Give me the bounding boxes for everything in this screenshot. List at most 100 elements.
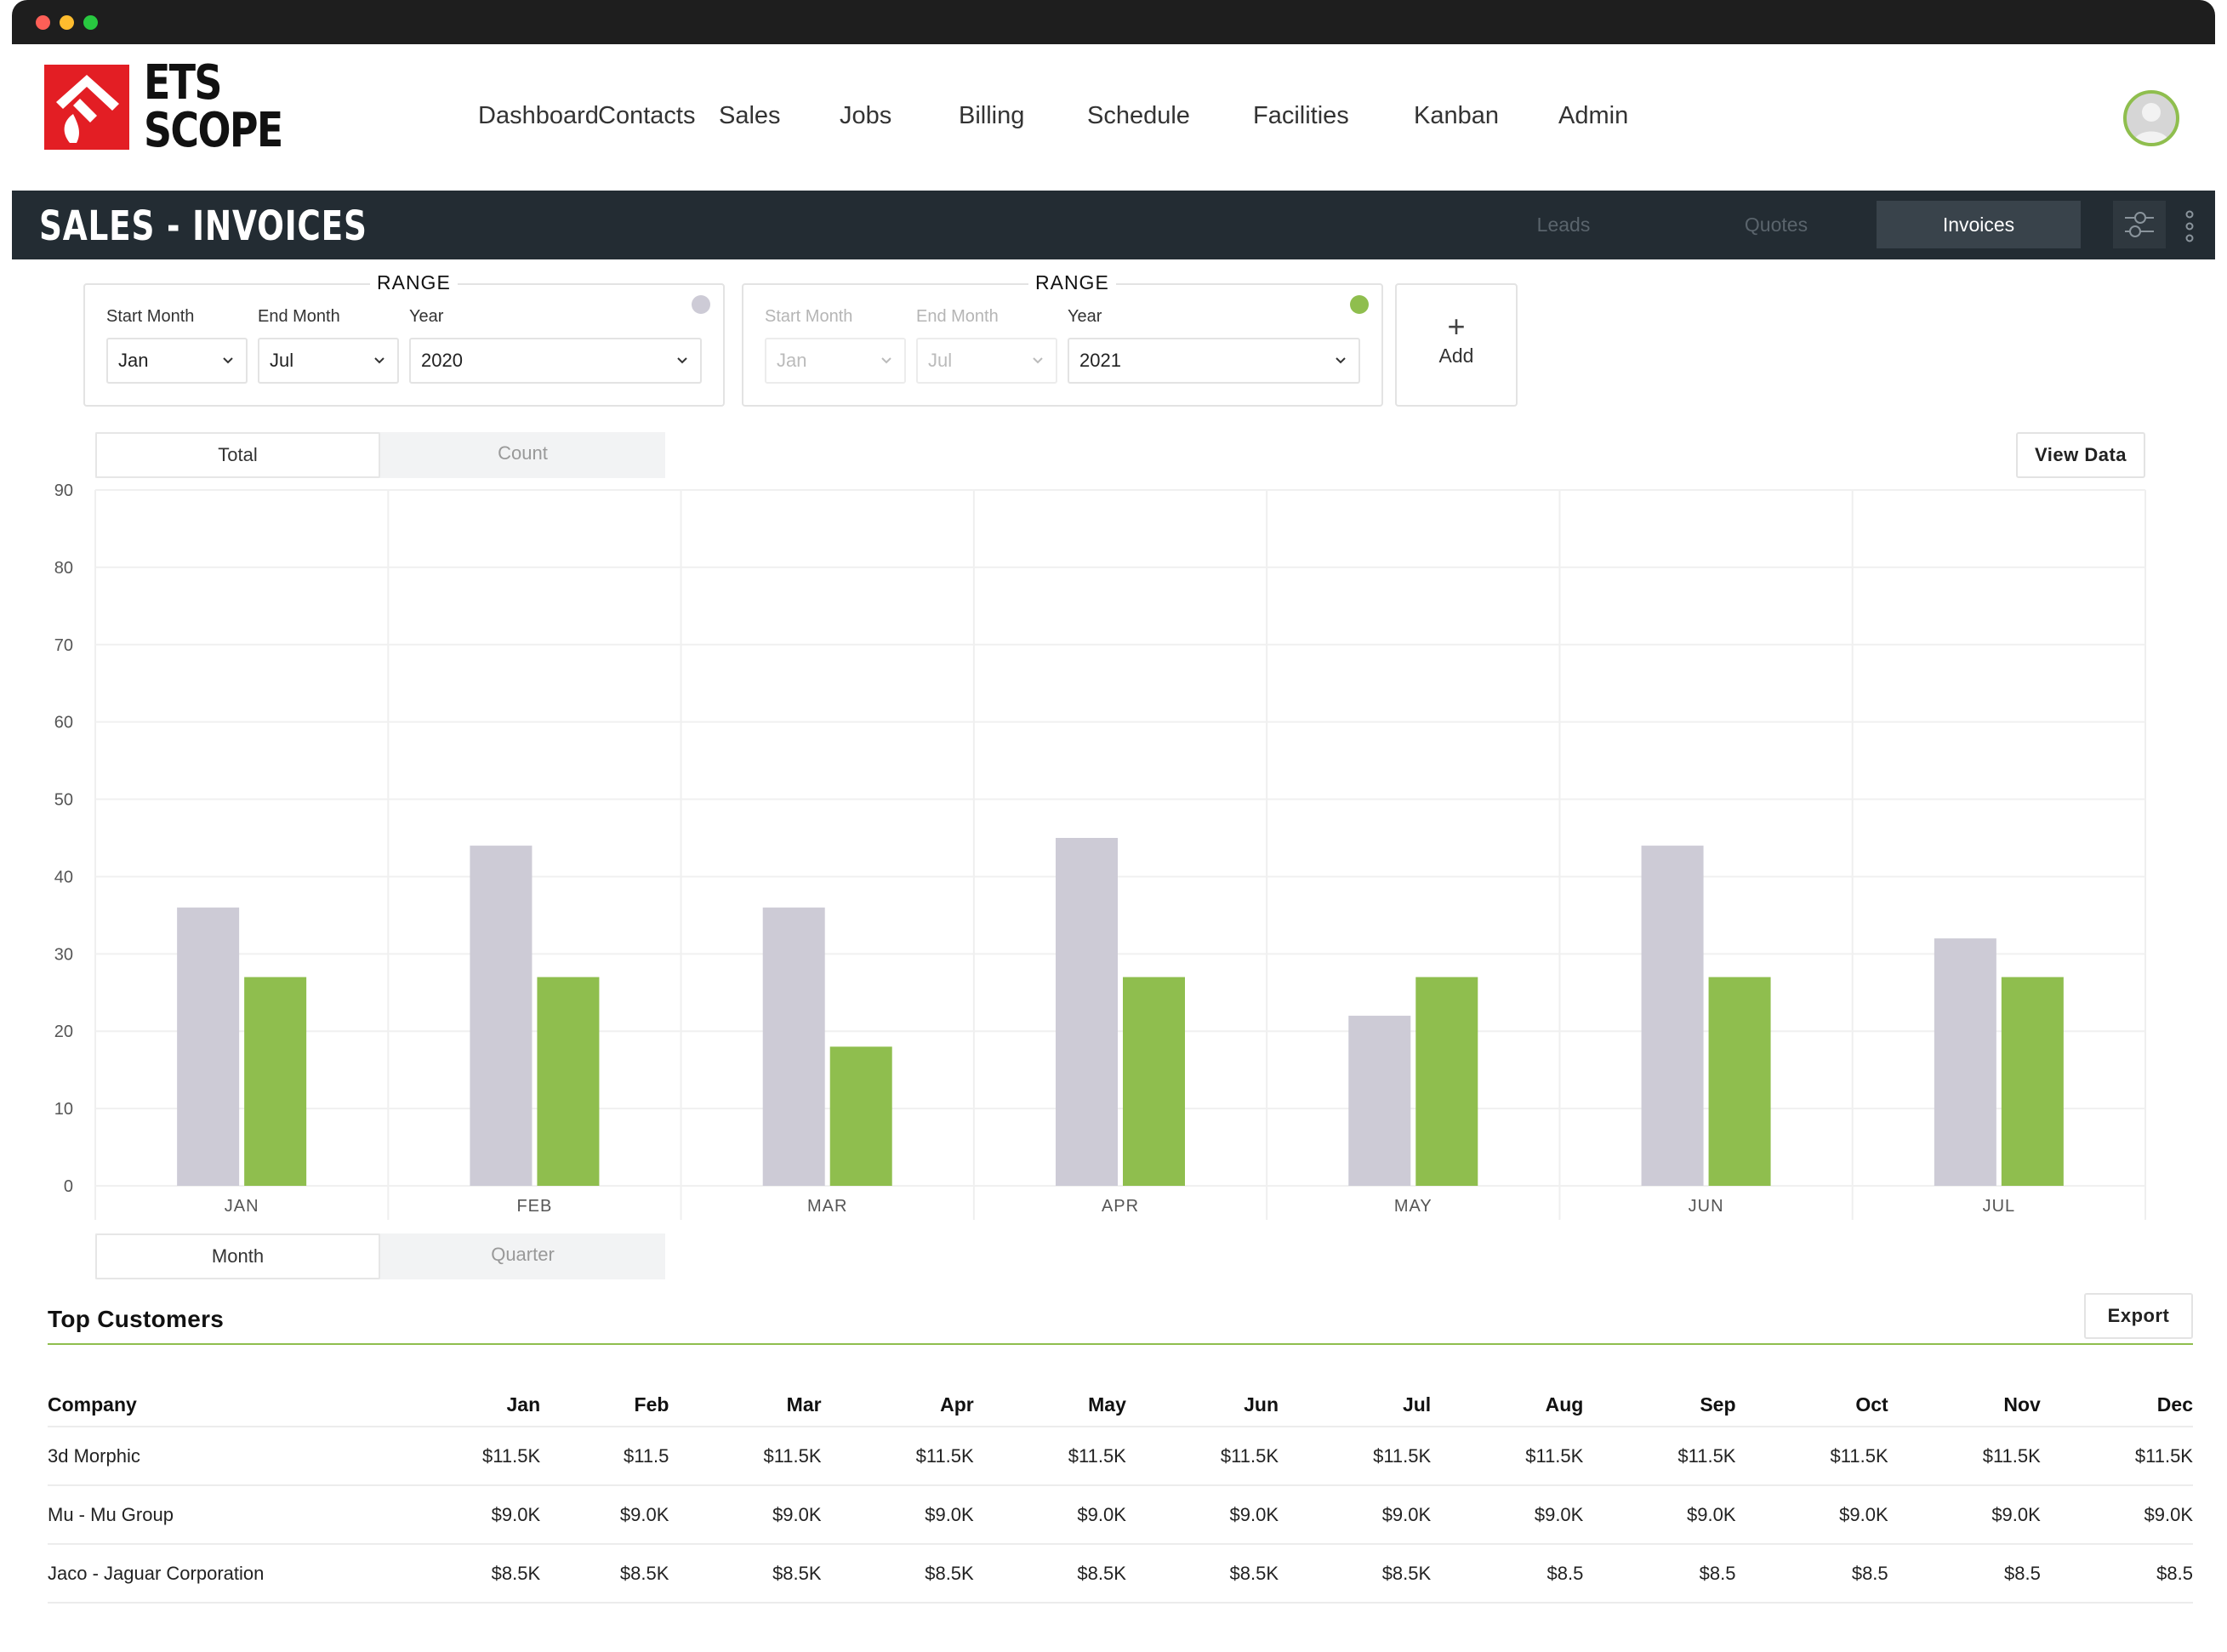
top-customers-table: Company Jan Feb Mar Apr May Jun Jul Aug Sep Oct Nov… [48,1374,2193,1604]
nav-item-facilities[interactable]: Facilities [1253,102,1349,129]
month-value-cell: $11.5K [669,1427,822,1486]
month-value-cell: $8.5K [1125,1544,1279,1604]
period-toggle: Month Quarter [95,1233,665,1279]
start-month-value: Jan [777,350,807,371]
nav-item-admin[interactable]: Admin [1558,102,1629,129]
tab-leads[interactable]: Leads [1536,214,1591,236]
nav-item-dashboard[interactable]: Dashboard [478,102,599,129]
ets-logo-icon[interactable] [44,65,129,150]
range-filter-2020: RANGE Start Month End Month Year Jan Jul… [83,271,725,407]
month-value-cell: $9.0K [1583,1485,1736,1545]
end-month-value: Jul [270,350,294,371]
month-value-cell: $11.5K [1125,1427,1279,1486]
tab-invoices[interactable]: Invoices [1877,201,2081,248]
nav-item-billing[interactable]: Billing [959,102,1025,129]
nav-item-schedule[interactable]: Schedule [1087,102,1190,129]
month-value-cell: $9.0K [2040,1485,2193,1545]
month-value-cell: $8.5 [1888,1544,2041,1604]
tab-quotes[interactable]: Quotes [1744,214,1808,236]
column-header-nov: Nov [1888,1374,2041,1427]
y-tick-label: 70 [54,636,73,655]
start-month-label: Start Month [765,307,853,326]
y-tick-label: 80 [54,559,73,578]
start-month-select[interactable]: Jan [106,338,248,384]
year-select[interactable]: 2021 [1068,338,1360,384]
month-value-cell: $9.0K [1735,1485,1888,1545]
column-header-apr: Apr [821,1374,974,1427]
x-tick-label: JAN [225,1197,259,1216]
end-month-label: End Month [258,307,340,326]
add-range-label: Add [1438,345,1474,367]
view-data-button[interactable]: View Data [2016,432,2145,478]
column-header-oct: Oct [1735,1374,1888,1427]
month-value-cell: $8.5 [1583,1544,1736,1604]
start-month-select[interactable]: Jan [765,338,906,384]
filter-settings-button[interactable] [2113,201,2166,248]
month-value-cell: $11.5K [1279,1427,1432,1486]
nav-item-sales[interactable]: Sales [719,102,781,129]
month-value-cell: $9.0K [1888,1485,2041,1545]
column-header-jun: Jun [1125,1374,1279,1427]
bar-series-2021 [2001,977,2064,1186]
main-nav: Dashboard Contacts Sales Jobs Billing Sc… [478,102,1628,130]
y-tick-label: 20 [54,1023,73,1041]
column-header-sep: Sep [1583,1374,1736,1427]
toggle-month[interactable]: Month [95,1233,380,1279]
column-header-jul: Jul [1279,1374,1432,1427]
end-month-select[interactable]: Jul [916,338,1057,384]
add-range-button[interactable]: + Add [1395,283,1518,407]
minimize-window-button[interactable] [60,15,74,30]
toggle-quarter[interactable]: Quarter [491,1244,555,1265]
range-color-indicator [692,295,710,314]
bar-series-2021 [537,977,600,1186]
chevron-down-icon [1336,357,1346,364]
nav-item-kanban[interactable]: Kanban [1414,102,1499,129]
column-header-dec: Dec [2040,1374,2193,1427]
nav-item-contacts[interactable]: Contacts [598,102,696,129]
section-divider [48,1343,2193,1345]
bar-series-2020 [1641,846,1704,1186]
chevron-down-icon [677,357,687,364]
bar-series-2021 [829,1046,892,1186]
end-month-value: Jul [928,350,953,371]
maximize-window-button[interactable] [83,15,98,30]
y-tick-label: 40 [54,868,73,886]
toggle-count[interactable]: Count [498,442,548,464]
more-options-icon[interactable] [2181,209,2198,243]
y-tick-label: 10 [54,1100,73,1119]
table-row[interactable]: Jaco - Jaguar Corporation $8.5K $8.5K $8.5K… [48,1544,2193,1604]
month-value-cell: $9.0K [973,1485,1126,1545]
table-row[interactable]: Mu - Mu Group $9.0K $9.0K $9.0K $9.0K $9.0K $9… [48,1485,2193,1545]
chevron-down-icon [223,357,233,364]
month-value-cell: $11.5K [1888,1427,2041,1486]
x-tick-label: JUL [1983,1197,2016,1216]
range-legend: RANGE [370,271,458,294]
brand-wordmark: ETS SCOPE [144,60,283,158]
plus-icon: + [1447,309,1466,344]
table-row[interactable]: 3d Morphic $11.5K $11.5 $11.5K $11.5K $11.5K $… [48,1427,2193,1486]
month-value-cell: $8.5K [973,1544,1126,1604]
month-value-cell: $8.5K [540,1544,669,1604]
export-button[interactable]: Export [2084,1293,2193,1339]
table-body: 3d Morphic $11.5K $11.5 $11.5K $11.5K $11.5K $… [48,1427,2193,1604]
month-value-cell: $11.5K [388,1427,541,1486]
year-select[interactable]: 2020 [409,338,702,384]
x-tick-label: MAY [1394,1197,1432,1216]
column-header-jan: Jan [388,1374,541,1427]
toggle-total[interactable]: Total [95,432,380,478]
user-avatar[interactable] [2123,90,2179,146]
nav-item-jobs[interactable]: Jobs [840,102,892,129]
brand-line-2: SCOPE [144,103,283,158]
month-value-cell: $9.0K [821,1485,974,1545]
month-value-cell: $11.5K [973,1427,1126,1486]
month-value-cell: $11.5K [1431,1427,1584,1486]
month-value-cell: $8.5K [669,1544,822,1604]
user-silhouette-icon [2133,103,2169,143]
bar-series-2020 [762,907,825,1186]
end-month-select[interactable]: Jul [258,338,399,384]
close-window-button[interactable] [36,15,50,30]
column-header-feb: Feb [540,1374,669,1427]
x-tick-label: MAR [807,1197,847,1216]
year-label: Year [409,307,444,326]
month-value-cell: $9.0K [1125,1485,1279,1545]
